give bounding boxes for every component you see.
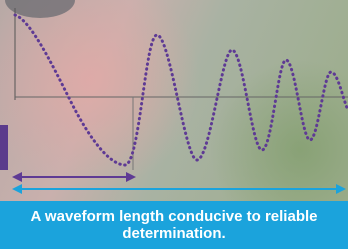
edge-bar <box>0 125 8 170</box>
caption-bar: A waveform length conducive to reliable … <box>0 201 348 249</box>
caption: A waveform length conducive to reliable … <box>14 208 334 242</box>
page: A waveform length conducive to reliable … <box>0 0 348 249</box>
